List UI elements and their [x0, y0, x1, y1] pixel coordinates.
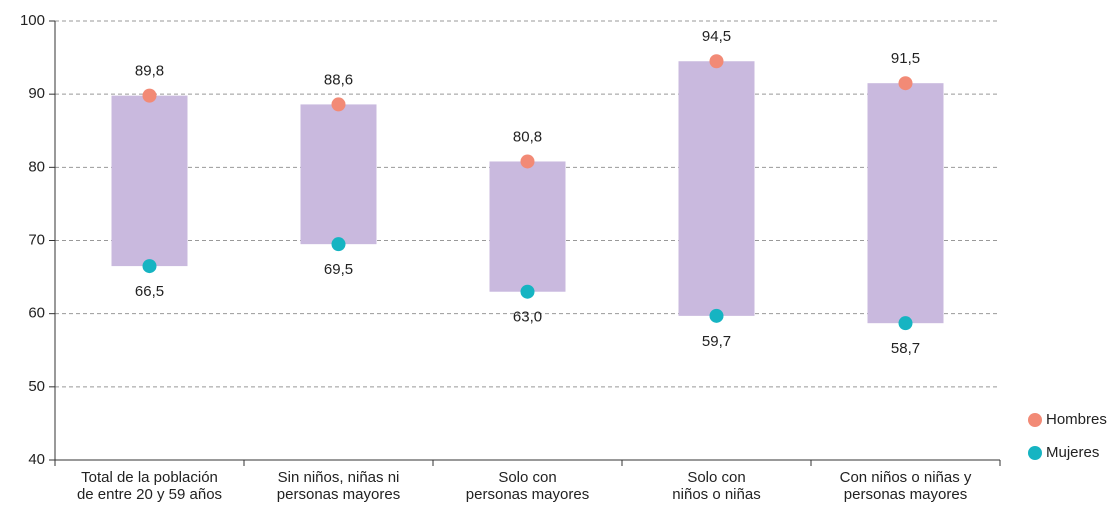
legend-label: Mujeres — [1046, 444, 1099, 461]
value-label: 88,6 — [324, 71, 353, 88]
y-tick-label: 100 — [20, 12, 45, 29]
x-tick-label: Solo con — [498, 469, 556, 486]
value-label: 69,5 — [324, 261, 353, 278]
x-tick-label: de entre 20 y 59 años — [77, 486, 222, 503]
value-label: 58,7 — [891, 340, 920, 357]
y-tick-label: 90 — [28, 85, 45, 102]
y-tick-label: 60 — [28, 305, 45, 322]
dot — [331, 97, 346, 112]
range-bar — [867, 83, 944, 324]
value-label: 94,5 — [702, 28, 731, 45]
dot — [520, 284, 535, 299]
range-bar — [489, 161, 566, 292]
value-label: 59,7 — [702, 333, 731, 350]
x-tick-label: Sin niños, niñas ni — [278, 469, 400, 486]
dot — [520, 154, 535, 169]
value-label: 66,5 — [135, 283, 164, 300]
dot — [709, 308, 724, 323]
x-tick-label: Total de la población — [81, 469, 218, 486]
dot — [898, 316, 913, 331]
x-tick-label: personas mayores — [466, 486, 589, 503]
x-tick-label: niños o niñas — [672, 486, 760, 503]
dot — [898, 76, 913, 91]
value-label: 91,5 — [891, 50, 920, 67]
y-tick-label: 70 — [28, 231, 45, 248]
dot — [142, 259, 157, 274]
value-label: 80,8 — [513, 128, 542, 145]
x-tick-label: Con niños o niñas y — [840, 469, 972, 486]
range-bar — [678, 61, 755, 316]
x-tick-label: personas mayores — [844, 486, 967, 503]
x-tick-label: Solo con — [687, 469, 745, 486]
dot — [142, 88, 157, 103]
legend-label: Hombres — [1046, 411, 1107, 428]
value-label: 63,0 — [513, 309, 542, 326]
y-tick-label: 50 — [28, 378, 45, 395]
dot — [331, 237, 346, 252]
range-bar — [111, 95, 188, 267]
y-tick-label: 40 — [28, 451, 45, 468]
range-bar — [300, 104, 377, 245]
dot — [709, 54, 724, 69]
x-tick-label: personas mayores — [277, 486, 400, 503]
value-label: 89,8 — [135, 63, 164, 80]
y-tick-label: 80 — [28, 158, 45, 175]
legend-marker — [1028, 446, 1042, 460]
legend-marker — [1028, 413, 1042, 427]
